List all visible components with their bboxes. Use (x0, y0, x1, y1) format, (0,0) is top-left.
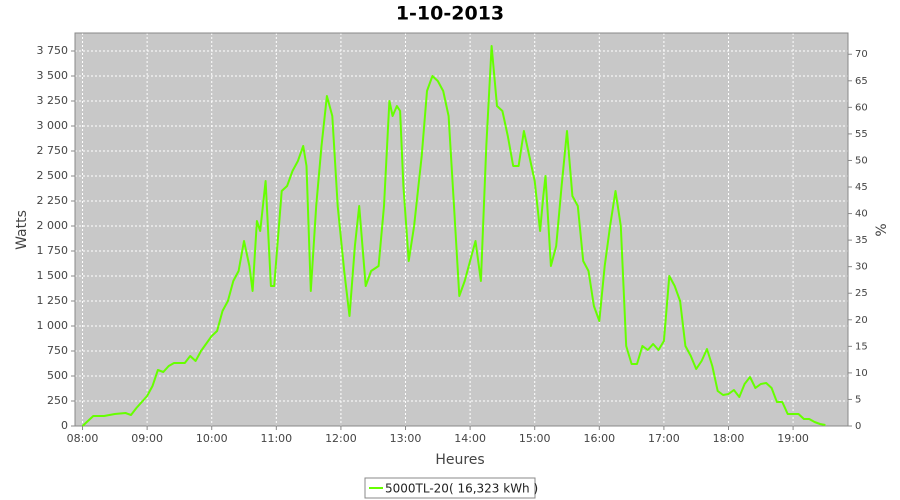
y-tick-label: 1 250 (37, 294, 69, 307)
x-tick-label: 08:00 (67, 432, 99, 445)
y-tick-label: 3 250 (37, 94, 69, 107)
y-axis-label: Watts (14, 210, 30, 250)
y-tick-label: 750 (47, 344, 68, 357)
y2-tick-label: 40 (855, 209, 868, 220)
x-tick-label: 16:00 (583, 432, 615, 445)
y2-tick-label: 25 (855, 288, 868, 299)
x-tick-label: 10:00 (196, 432, 228, 445)
y2-tick-label: 10 (855, 368, 868, 379)
y2-axis-label: % (874, 223, 890, 236)
y2-tick-label: 70 (855, 49, 868, 60)
y-tick-label: 2 750 (37, 144, 69, 157)
x-tick-label: 19:00 (777, 432, 809, 445)
y-tick-label: 1 500 (37, 269, 69, 282)
chart-title: 1-10-2013 (396, 3, 504, 25)
plot-area (75, 33, 848, 426)
y2-tick-label: 0 (855, 421, 861, 432)
y-tick-label: 2 500 (37, 169, 69, 182)
y2-tick-label: 35 (855, 235, 868, 246)
y-tick-label: 250 (47, 394, 68, 407)
y-tick-label: 3 000 (37, 119, 69, 132)
x-tick-label: 11:00 (260, 432, 292, 445)
y-tick-label: 0 (61, 419, 68, 432)
legend (364, 477, 536, 499)
legend-label: 5000TL-20( 16,323 kWh ) (385, 482, 538, 496)
x-tick-label: 17:00 (648, 432, 680, 445)
y-tick-label: 2 000 (37, 219, 69, 232)
x-tick-label: 15:00 (519, 432, 551, 445)
y-tick-label: 1 750 (37, 244, 69, 257)
y2-tick-label: 55 (855, 129, 868, 140)
y2-tick-label: 30 (855, 262, 868, 273)
x-tick-label: 13:00 (390, 432, 422, 445)
y-tick-label: 3 750 (37, 44, 69, 57)
y2-tick-label: 50 (855, 155, 868, 166)
x-tick-label: 12:00 (325, 432, 357, 445)
plot-border (74, 32, 849, 427)
y2-tick-label: 65 (855, 76, 868, 87)
x-axis-label: Heures (435, 452, 484, 468)
x-tick-label: 14:00 (454, 432, 486, 445)
series-line (81, 45, 826, 427)
y-tick-label: 1 000 (37, 319, 69, 332)
y-tick-label: 2 250 (37, 194, 69, 207)
y2-tick-label: 5 (855, 394, 861, 405)
x-tick-label: 18:00 (713, 432, 745, 445)
y2-tick-label: 45 (855, 182, 868, 193)
y2-tick-label: 60 (855, 102, 868, 113)
y2-tick-label: 15 (855, 341, 868, 352)
y-tick-label: 500 (47, 369, 68, 382)
y-tick-label: 3 500 (37, 69, 69, 82)
x-tick-label: 09:00 (131, 432, 163, 445)
y2-tick-label: 20 (855, 315, 868, 326)
